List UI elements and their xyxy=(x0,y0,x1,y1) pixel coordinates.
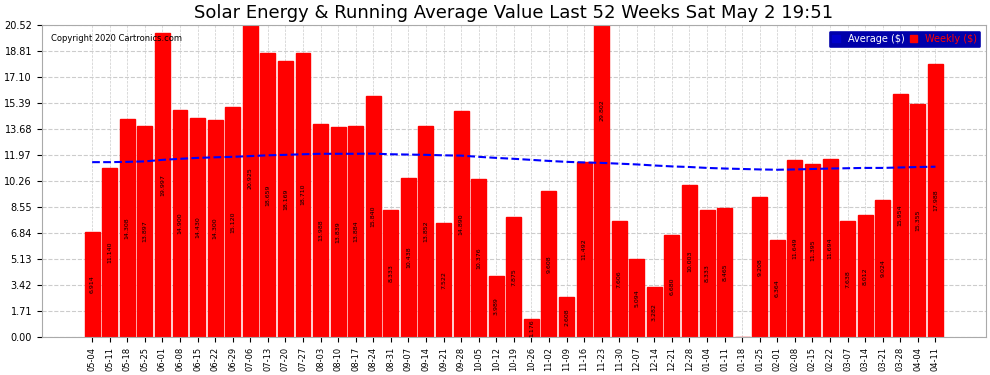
Text: 3.989: 3.989 xyxy=(494,298,499,315)
Bar xyxy=(155,33,170,337)
Bar xyxy=(823,159,838,337)
Bar xyxy=(489,276,504,337)
Bar xyxy=(85,232,100,337)
Text: 9.024: 9.024 xyxy=(880,260,885,277)
Text: 7.606: 7.606 xyxy=(617,270,622,288)
Bar xyxy=(260,53,275,337)
Text: 11.140: 11.140 xyxy=(107,242,112,263)
Bar xyxy=(717,208,732,337)
Text: 3.282: 3.282 xyxy=(651,303,656,321)
Text: 14.308: 14.308 xyxy=(125,217,130,239)
Text: 8.333: 8.333 xyxy=(705,265,710,282)
Text: 14.300: 14.300 xyxy=(213,217,218,239)
Text: 29.802: 29.802 xyxy=(599,100,604,122)
Bar xyxy=(630,260,644,337)
Text: 15.954: 15.954 xyxy=(898,205,903,226)
Bar xyxy=(682,185,697,337)
Text: 10.376: 10.376 xyxy=(476,247,481,269)
Bar xyxy=(453,111,468,337)
Text: 18.659: 18.659 xyxy=(265,184,270,206)
Bar xyxy=(436,223,451,337)
Text: 13.897: 13.897 xyxy=(143,220,148,242)
Bar xyxy=(226,107,241,337)
Text: 8.333: 8.333 xyxy=(388,265,393,282)
Text: 11.694: 11.694 xyxy=(828,237,833,259)
Text: 11.649: 11.649 xyxy=(792,237,797,259)
Bar xyxy=(594,0,609,337)
Bar xyxy=(857,215,872,337)
Text: Copyright 2020 Cartronics.com: Copyright 2020 Cartronics.com xyxy=(51,34,182,44)
Bar xyxy=(419,126,434,337)
Text: 18.169: 18.169 xyxy=(283,188,288,210)
Text: 17.988: 17.988 xyxy=(933,189,938,211)
Bar xyxy=(612,221,627,337)
Text: 15.120: 15.120 xyxy=(231,211,236,233)
Bar xyxy=(893,94,908,337)
Text: 10.438: 10.438 xyxy=(406,247,411,268)
Text: 11.395: 11.395 xyxy=(810,240,815,261)
Text: 9.608: 9.608 xyxy=(546,255,551,273)
Bar xyxy=(542,191,556,337)
Text: 1.176: 1.176 xyxy=(529,319,534,337)
Text: 6.914: 6.914 xyxy=(90,276,95,293)
Text: 15.355: 15.355 xyxy=(916,210,921,231)
Text: 8.465: 8.465 xyxy=(722,264,727,281)
Bar xyxy=(120,120,135,337)
Bar xyxy=(172,111,187,337)
Text: 14.430: 14.430 xyxy=(195,216,200,238)
Bar xyxy=(524,319,539,337)
Text: 11.492: 11.492 xyxy=(581,239,586,261)
Bar xyxy=(576,162,592,337)
Bar xyxy=(770,240,785,337)
Bar xyxy=(313,124,328,337)
Bar xyxy=(841,221,855,337)
Bar xyxy=(278,61,293,337)
Text: 14.890: 14.890 xyxy=(458,213,463,235)
Bar xyxy=(190,118,205,337)
Text: 7.875: 7.875 xyxy=(511,268,517,286)
Bar xyxy=(787,160,802,337)
Bar xyxy=(911,104,926,337)
Text: 6.680: 6.680 xyxy=(669,278,674,295)
Text: 9.208: 9.208 xyxy=(757,258,762,276)
Text: 14.900: 14.900 xyxy=(177,213,182,234)
Bar xyxy=(752,197,767,337)
Text: 13.884: 13.884 xyxy=(353,220,358,242)
Bar xyxy=(243,19,257,337)
Bar xyxy=(559,297,574,337)
Bar xyxy=(928,64,942,337)
Text: 19.997: 19.997 xyxy=(160,174,165,196)
Bar xyxy=(348,126,363,337)
Text: 7.522: 7.522 xyxy=(441,271,446,289)
Text: 7.638: 7.638 xyxy=(845,270,850,288)
Text: 13.988: 13.988 xyxy=(318,220,323,242)
Bar xyxy=(646,287,662,337)
Bar xyxy=(805,164,820,337)
Title: Solar Energy & Running Average Value Last 52 Weeks Sat May 2 19:51: Solar Energy & Running Average Value Las… xyxy=(194,4,834,22)
Text: 18.710: 18.710 xyxy=(301,184,306,206)
Text: 5.094: 5.094 xyxy=(635,289,640,307)
Bar xyxy=(208,120,223,337)
Bar xyxy=(664,236,679,337)
Text: 15.840: 15.840 xyxy=(370,206,376,227)
Bar xyxy=(102,168,117,337)
Text: 13.852: 13.852 xyxy=(424,221,429,243)
Bar xyxy=(700,210,715,337)
Text: 2.608: 2.608 xyxy=(564,308,569,326)
Bar xyxy=(365,96,381,337)
Bar xyxy=(383,210,398,337)
Bar xyxy=(138,126,152,337)
Text: 6.364: 6.364 xyxy=(775,280,780,297)
Bar xyxy=(331,127,346,337)
Bar xyxy=(875,200,890,337)
Text: 8.012: 8.012 xyxy=(862,267,867,285)
Bar xyxy=(401,178,416,337)
Bar xyxy=(471,179,486,337)
Text: 10.003: 10.003 xyxy=(687,250,692,272)
Bar xyxy=(295,53,311,337)
Text: 13.839: 13.839 xyxy=(336,221,341,243)
Bar xyxy=(506,217,522,337)
Legend: Average ($), Weekly ($): Average ($), Weekly ($) xyxy=(829,30,981,48)
Text: 20.925: 20.925 xyxy=(248,167,252,189)
